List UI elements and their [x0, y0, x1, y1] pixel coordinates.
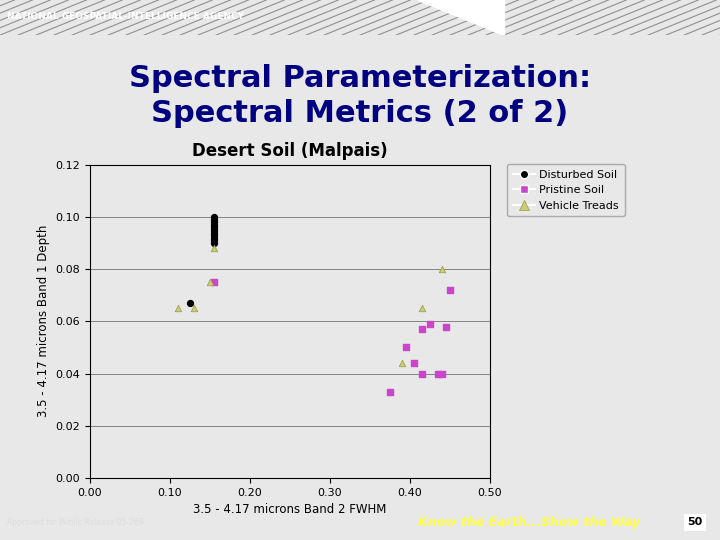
Point	[208, 231, 220, 240]
Point	[208, 215, 220, 224]
Title: Desert Soil (Malpais): Desert Soil (Malpais)	[192, 143, 387, 160]
Polygon shape	[418, 0, 504, 35]
Text: Spectral Parameterization:: Spectral Parameterization:	[129, 64, 591, 93]
Point	[204, 278, 216, 286]
Point	[208, 226, 220, 234]
X-axis label: 3.5 - 4.17 microns Band 2 FWHM: 3.5 - 4.17 microns Band 2 FWHM	[193, 503, 387, 516]
Point	[184, 299, 196, 307]
Point	[384, 388, 395, 396]
Legend: Disturbed Soil, Pristine Soil, Vehicle Treads: Disturbed Soil, Pristine Soil, Vehicle T…	[507, 164, 624, 216]
Point	[208, 244, 220, 253]
Point	[436, 265, 447, 273]
Point	[208, 233, 220, 242]
Point	[208, 236, 220, 245]
Text: Know the Earth...Show the Way: Know the Earth...Show the Way	[418, 516, 639, 529]
Point	[208, 223, 220, 232]
Point	[172, 304, 184, 313]
Y-axis label: 3.5 - 4.17 microns Band 1 Depth: 3.5 - 4.17 microns Band 1 Depth	[37, 225, 50, 417]
Point	[416, 325, 428, 334]
Point	[208, 228, 220, 237]
Point	[432, 369, 444, 378]
Point	[208, 239, 220, 247]
Point	[208, 220, 220, 229]
Point	[396, 359, 408, 367]
Text: Spectral Metrics (2 of 2): Spectral Metrics (2 of 2)	[151, 99, 569, 128]
Point	[208, 218, 220, 226]
Text: NATIONAL GEOSPATIAL-INTELLIGENCE AGENCY: NATIONAL GEOSPATIAL-INTELLIGENCE AGENCY	[7, 12, 244, 22]
Point	[188, 304, 199, 313]
Point	[440, 322, 451, 331]
Text: Approved for Public Release 05-269: Approved for Public Release 05-269	[7, 518, 144, 527]
Point	[208, 213, 220, 221]
Point	[208, 278, 220, 286]
Text: 50: 50	[687, 517, 703, 528]
Point	[400, 343, 411, 352]
Point	[444, 286, 456, 294]
Point	[416, 304, 428, 313]
Point	[416, 369, 428, 378]
Point	[408, 359, 420, 367]
Point	[436, 369, 447, 378]
Point	[424, 320, 436, 328]
